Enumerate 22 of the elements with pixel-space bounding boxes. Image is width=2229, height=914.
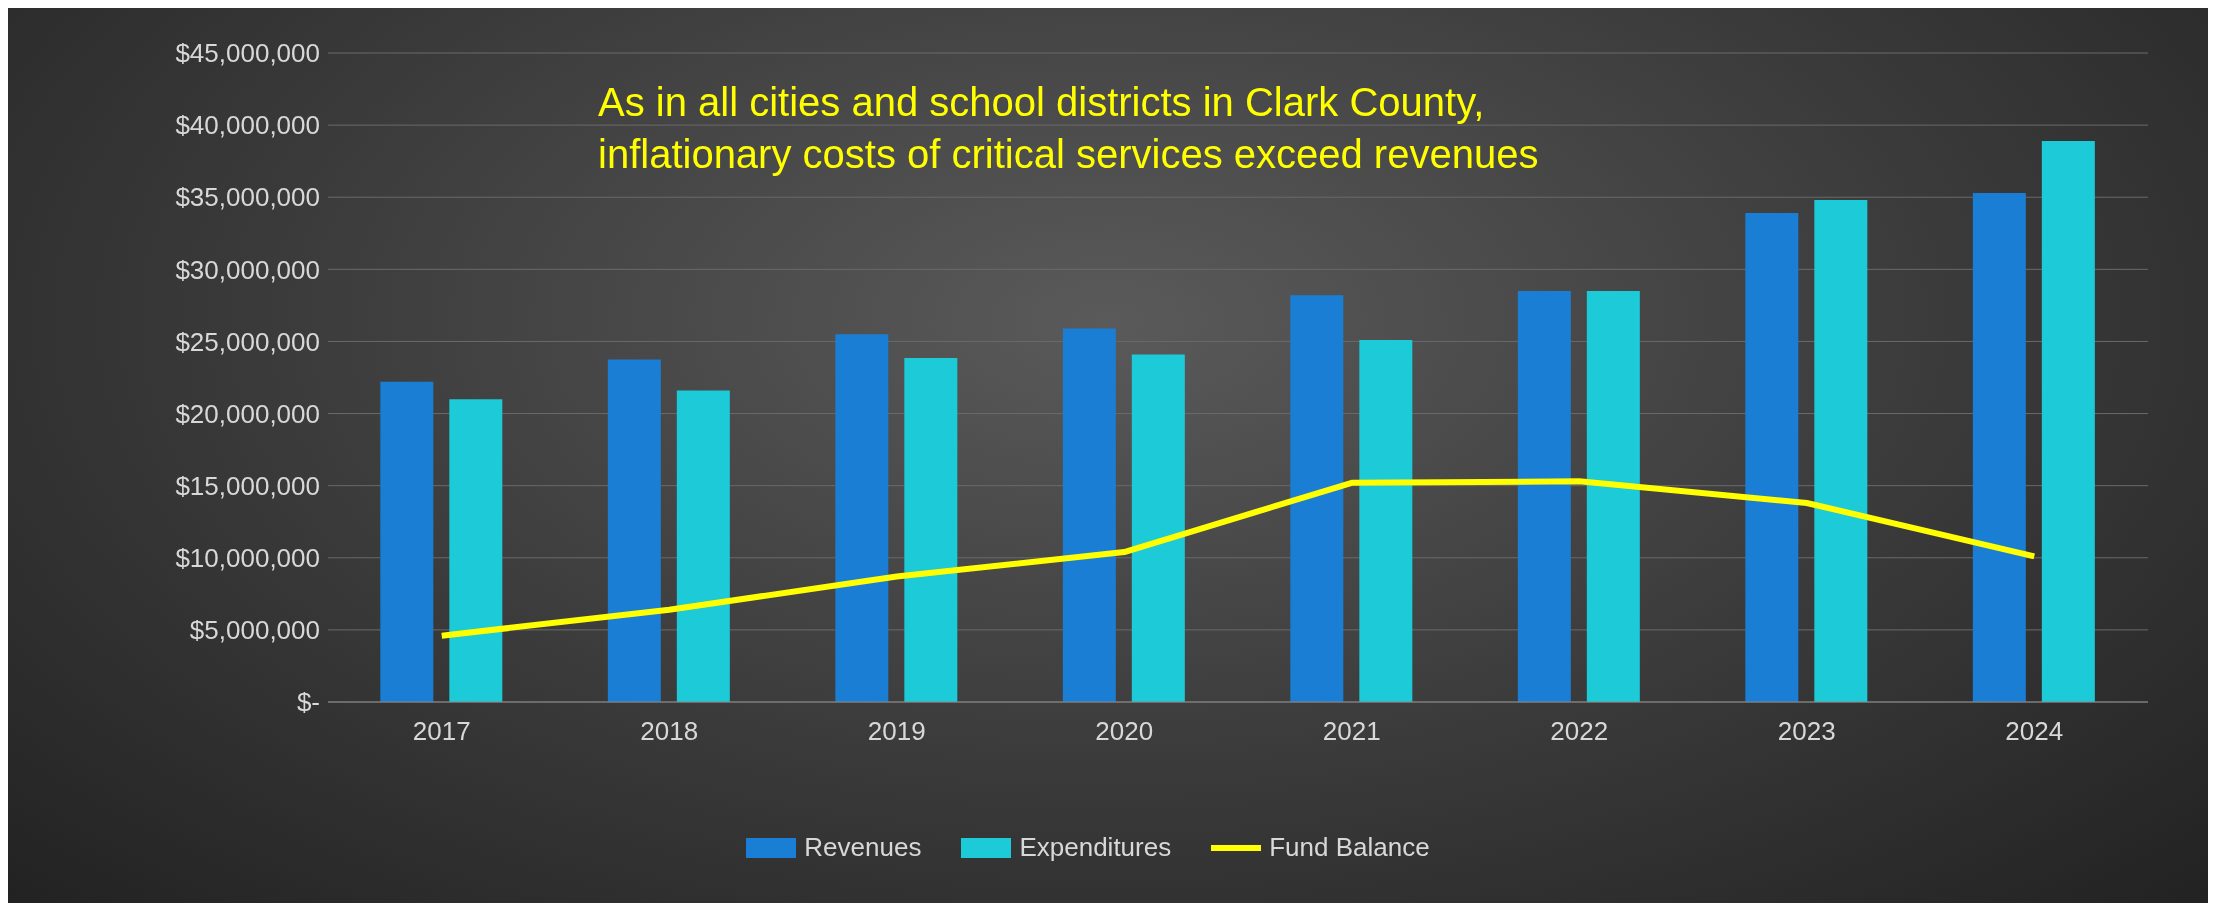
y-tick-label: $20,000,000 [175,398,320,429]
x-tick-label: 2017 [412,716,471,747]
y-tick-label: $40,000,000 [175,110,320,141]
x-tick-label: 2022 [1550,716,1609,747]
legend-label: Expenditures [1018,832,1172,863]
y-tick-label: $35,000,000 [175,182,320,213]
x-tick-label: 2024 [2005,716,2064,747]
x-tick-label: 2019 [867,716,926,747]
legend-label: Fund Balance [1268,832,1430,863]
y-tick-label: $10,000,000 [175,543,320,574]
y-tick-label: $15,000,000 [175,470,320,501]
y-tick-label: $30,000,000 [175,254,320,285]
y-tick-label: $- [296,687,320,718]
y-tick-label: $45,000,000 [175,38,320,69]
annotation: As in all cities and school districts in Clark County, inflationary costs of critical services exceed revenues [598,79,1540,178]
legend-label: Revenues [803,832,922,863]
x-tick-label: 2021 [1322,716,1381,747]
x-tick-label: 2020 [1095,716,1154,747]
y-tick-label: $25,000,000 [175,326,320,357]
x-tick-label: 2018 [640,716,699,747]
x-tick-label: 2023 [1777,716,1836,747]
y-tick-label: $5,000,000 [189,615,320,646]
